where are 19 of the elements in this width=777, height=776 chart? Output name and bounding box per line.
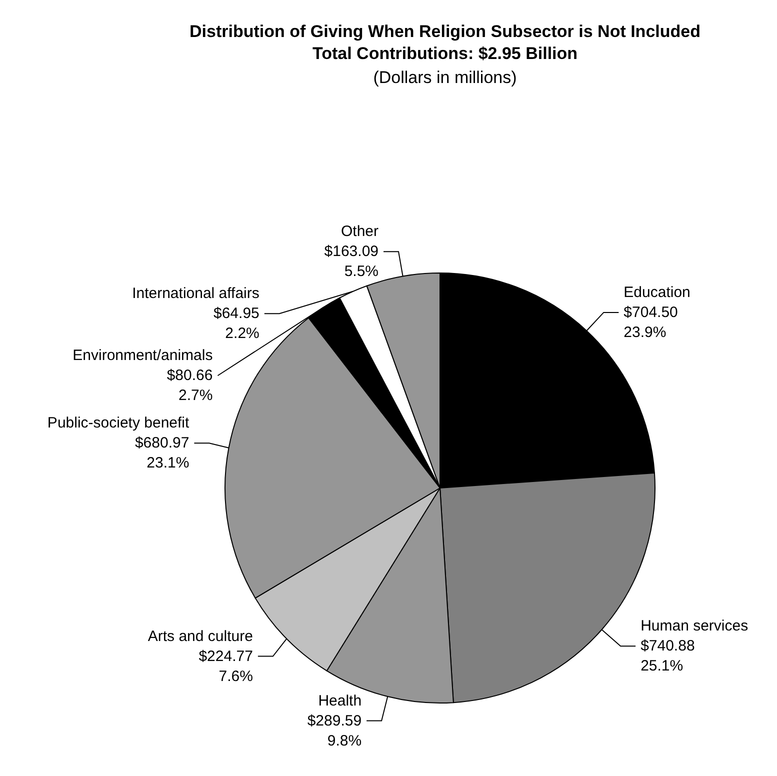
slice-label: Health [318, 692, 362, 710]
chart-title: Distribution of Giving When Religion Subsector is Not Included [190, 22, 700, 41]
slice-label: Environment/animals [72, 347, 213, 364]
slice-label: Human services [640, 618, 748, 635]
data-label: $64.95 2.2% [213, 305, 260, 342]
slice-label: Arts and culture [148, 628, 253, 645]
data-label: $289.59 9.8% [307, 712, 362, 750]
data-label: $163.09 5.5% [324, 243, 379, 280]
data-label: $80.66 2.7% [166, 367, 213, 404]
data-label: $704.50 23.9% [624, 304, 678, 341]
slice-label: Education [624, 284, 690, 301]
text: (Dollars in millions) [373, 68, 517, 87]
slice-label: Public-society benefit [47, 414, 190, 432]
data-label: $680.97 23.1% [134, 434, 190, 472]
chart-subtitle: Total Contributions: $2.95 Billion [312, 44, 578, 63]
slice-label: Other [341, 223, 379, 240]
slice-label: International affairs [132, 285, 260, 302]
data-label: $224.77 7.6% [198, 648, 253, 685]
data-label: $740.88 25.1% [640, 638, 695, 675]
